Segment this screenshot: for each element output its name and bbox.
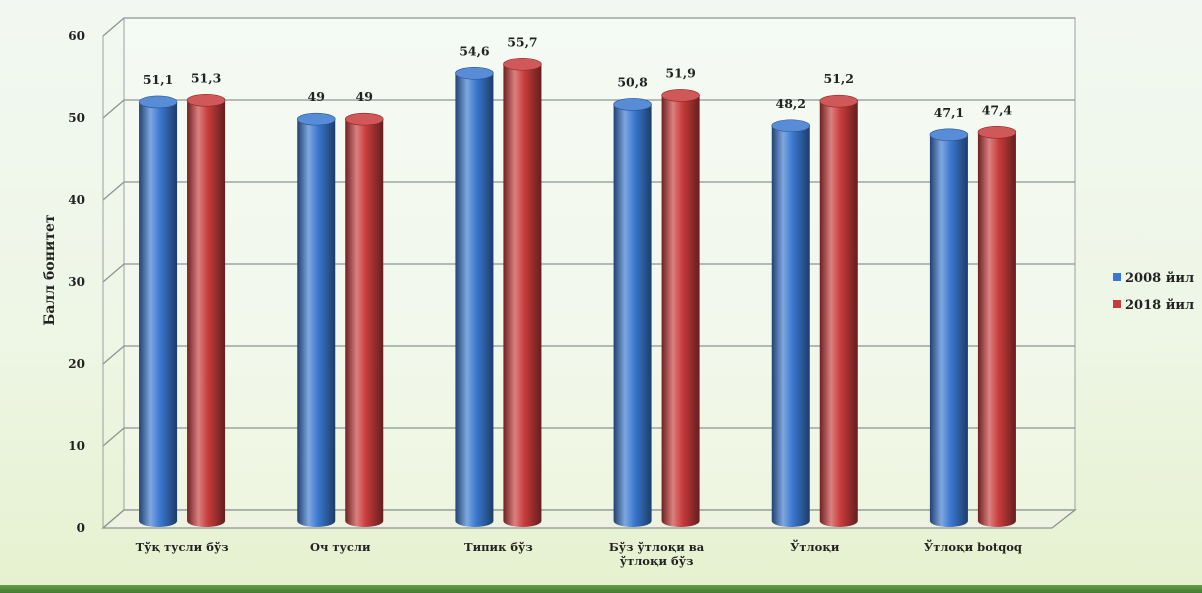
x-tick-label: Ўтлоқи botqoq [924,539,1022,554]
bottom-band [0,585,1202,593]
y-tick-label: 20 [68,357,85,371]
bar-body [345,119,384,527]
data-label: 51,1 [143,72,173,87]
data-label: 51,3 [191,70,221,85]
gridline [102,427,1075,447]
data-label: 50,8 [617,74,648,89]
y-tick-label: 50 [68,111,85,125]
legend-label: 2018 йил [1125,298,1194,313]
x-tick-label: Бўз ўтлоқи ва [609,540,705,554]
gridline [102,263,1075,283]
gridline [102,17,1075,37]
x-tick-label: Типик бўз [464,540,533,554]
bar-top [455,66,494,80]
bar-2018 йил-2 [503,57,542,527]
bar-2008 йил-0 [138,95,178,527]
bar-body [297,119,336,527]
y-tick-label: 60 [68,29,85,43]
bar-2008 йил-1 [296,112,336,527]
bar-body [977,132,1016,527]
bar-2008 йил-2 [455,66,494,527]
gridline [102,181,1075,201]
bar-2018 йил-5 [977,126,1017,527]
data-label: 48,2 [776,96,806,111]
bar-2018 йил-3 [661,89,700,528]
legend-swatch [1113,273,1121,281]
plot-floor [101,509,1077,529]
bar-body [455,73,494,527]
bar-2018 йил-0 [186,94,226,527]
bar-top [661,89,700,102]
bar-body [929,134,968,527]
legend-swatch [1113,300,1121,308]
y-tick-label: 0 [77,521,85,535]
bar-top [613,98,652,111]
y-tick-label: 30 [68,275,85,289]
bar-2018 йил-4 [819,94,859,527]
bar-2018 йил-1 [344,112,384,527]
bar-body [661,95,700,528]
data-label: 47,1 [934,105,964,120]
y-tick-label: 10 [68,439,85,453]
bar-2008 йил-4 [771,119,811,527]
bar-top [138,95,178,109]
bar-body [139,101,178,527]
bar-body [613,104,652,527]
x-tick-label: Оч тусли [310,540,371,554]
bar-top [771,119,811,133]
bar-body [819,101,858,527]
bar-body [771,125,810,527]
data-label: 49 [356,89,373,104]
bar-body [187,100,226,527]
bar-top [344,112,384,126]
bar-2008 йил-5 [929,128,969,527]
x-tick-label: ўтлоқи бўз [620,554,694,568]
bar-body [503,64,542,527]
data-label: 55,7 [507,34,537,49]
x-tick-label: Тўқ тусли бўз [136,540,229,554]
bar-top [819,94,859,108]
data-label: 51,2 [824,71,854,86]
data-label: 47,4 [982,102,1013,117]
data-label: 49 [308,89,325,104]
data-label: 54,6 [459,43,490,58]
bar-top [503,57,542,71]
legend-label: 2008 йил [1125,271,1194,286]
bar-top [977,126,1017,139]
gridline [102,99,1075,119]
bar-2008 йил-3 [613,98,652,527]
bar-top [929,128,969,142]
bar-top [296,112,336,126]
y-axis-title: Балл бонитет [42,214,58,326]
gridline [102,345,1075,365]
x-tick-label: Ўтлоқи [790,539,840,554]
data-label: 51,9 [665,65,695,80]
y-tick-label: 40 [68,193,85,207]
bar-top [186,94,226,107]
